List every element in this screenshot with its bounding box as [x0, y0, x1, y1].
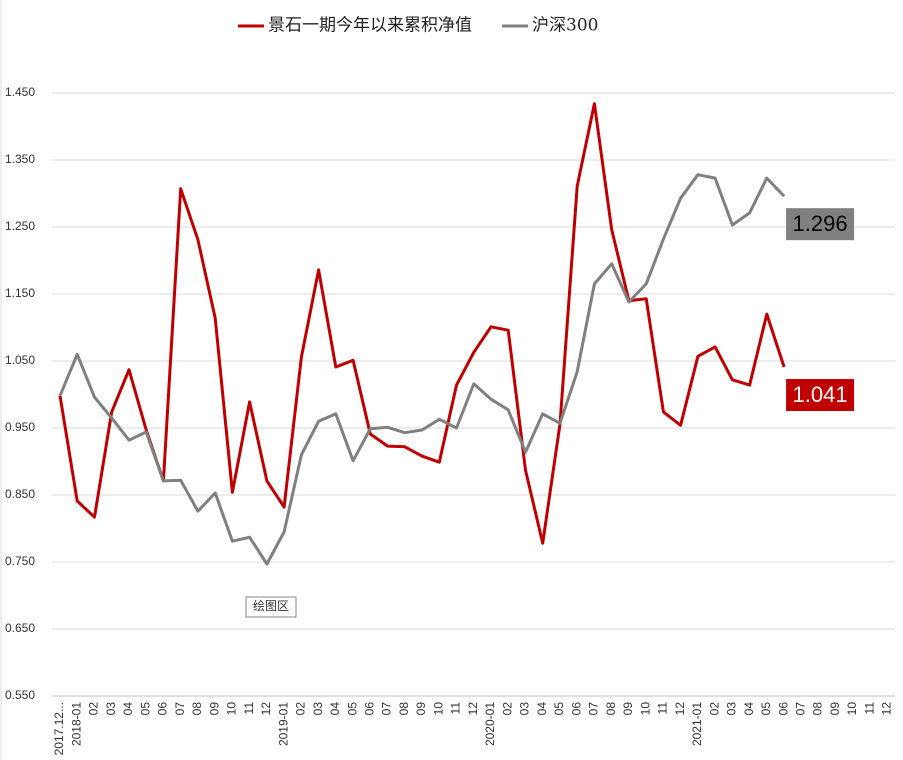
x-tick-label: 04	[121, 702, 135, 716]
series-line	[58, 173, 786, 566]
series-line	[58, 102, 786, 545]
x-tick-label: 04	[535, 702, 549, 716]
end-value-box	[786, 208, 855, 241]
x-tick-label: 05	[759, 702, 773, 716]
x-tick-label: 03	[311, 702, 325, 716]
x-tick-label: 09	[828, 702, 842, 716]
y-tick-label: 1.050	[5, 353, 35, 367]
x-tick-label: 2021-01	[690, 702, 704, 746]
x-tick-label: 03	[104, 702, 118, 716]
x-tick-label: 12	[466, 702, 480, 716]
x-tick-label: 11	[449, 702, 463, 715]
end-value-text: 1.296	[793, 211, 848, 236]
x-tick-label: 05	[138, 702, 152, 716]
y-tick-label: 0.950	[5, 420, 35, 434]
end-value-label: 1.296	[786, 208, 855, 241]
tooltip-text: 绘图区	[253, 598, 289, 613]
x-tick-label: 09	[414, 702, 428, 716]
x-tick-label: 09	[621, 702, 635, 716]
y-tick-label: 1.450	[5, 85, 35, 99]
x-tick-label: 10	[225, 702, 239, 716]
x-tick-label: 08	[190, 702, 204, 716]
x-tick-label: 11	[862, 702, 876, 715]
x-tick-label: 10	[845, 702, 859, 716]
end-value-box	[786, 379, 855, 412]
x-tick-label: 06	[156, 702, 170, 716]
y-tick-label: 0.650	[5, 621, 35, 635]
legend-text: 景石一期今年以来累积净值	[268, 16, 472, 36]
x-tick-label: 2019-01	[276, 702, 290, 746]
x-tick-label: 03	[725, 702, 739, 716]
x-tick-label: 09	[207, 702, 221, 716]
x-tick-label: 11	[656, 702, 670, 715]
x-tick-label: 12	[259, 702, 273, 716]
x-tick-label: 02	[500, 702, 514, 716]
x-tick-label: 04	[742, 702, 756, 716]
y-tick-label: 1.350	[5, 152, 35, 166]
x-tick-label: 12	[880, 702, 894, 716]
y-tick-label: 1.150	[5, 286, 35, 300]
x-tick-label: 10	[638, 702, 652, 716]
x-tick-label: 07	[587, 702, 601, 716]
x-tick-label: 02	[87, 702, 101, 716]
x-tick-label: 06	[569, 702, 583, 716]
tooltip-box	[245, 596, 297, 618]
x-tick-label: 11	[242, 702, 256, 715]
x-tick-label: 04	[328, 702, 342, 716]
x-tick-label: 02	[294, 702, 308, 716]
end-value-label: 1.041	[786, 379, 855, 412]
y-tick-label: 0.550	[5, 688, 35, 702]
x-tick-label: 03	[518, 702, 532, 716]
x-tick-label: 02	[707, 702, 721, 716]
x-tick-label: 10	[431, 702, 445, 716]
x-tick-label: 07	[173, 702, 187, 716]
y-tick-label: 0.850	[5, 487, 35, 501]
x-tick-label: 2018-01	[69, 702, 83, 746]
x-tick-label: 08	[397, 702, 411, 716]
x-tick-label: 12	[673, 702, 687, 716]
x-tick-label: 07	[793, 702, 807, 716]
x-tick-label: 06	[776, 702, 790, 716]
x-tick-label: 05	[345, 702, 359, 716]
legend-text: 沪深300	[532, 16, 598, 36]
y-tick-label: 0.750	[5, 554, 35, 568]
x-tick-label: 2020-01	[483, 702, 497, 746]
x-tick-label: 07	[380, 702, 394, 716]
tooltip: 绘图区	[245, 596, 297, 618]
x-tick-label: 2017.12...	[52, 702, 66, 755]
x-tick-label: 08	[811, 702, 825, 716]
x-tick-label: 08	[604, 702, 618, 716]
y-tick-label: 1.250	[5, 219, 35, 233]
end-value-text: 1.041	[793, 382, 848, 407]
x-tick-label: 06	[362, 702, 376, 716]
x-tick-label: 05	[552, 702, 566, 716]
